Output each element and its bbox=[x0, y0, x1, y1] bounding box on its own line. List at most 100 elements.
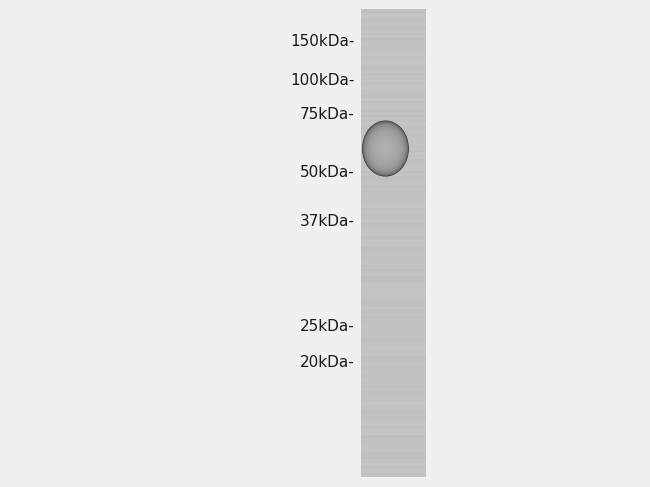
Bar bbox=[361, 322, 426, 325]
Bar bbox=[361, 374, 426, 377]
Bar bbox=[361, 276, 426, 279]
Bar bbox=[361, 75, 426, 77]
Ellipse shape bbox=[363, 121, 408, 176]
Ellipse shape bbox=[362, 120, 409, 176]
Bar bbox=[361, 360, 426, 363]
Text: 20kDa-: 20kDa- bbox=[300, 356, 354, 370]
Bar bbox=[361, 21, 426, 24]
Bar bbox=[361, 316, 426, 318]
Bar bbox=[361, 217, 426, 220]
Ellipse shape bbox=[375, 136, 396, 161]
Ellipse shape bbox=[367, 127, 404, 170]
Bar bbox=[361, 225, 426, 227]
Bar bbox=[361, 430, 426, 433]
Bar bbox=[361, 468, 426, 470]
Bar bbox=[361, 234, 426, 237]
Bar bbox=[361, 199, 426, 202]
Ellipse shape bbox=[369, 130, 402, 168]
Bar bbox=[361, 178, 426, 180]
Bar bbox=[361, 378, 426, 381]
Bar bbox=[361, 423, 426, 426]
Bar bbox=[361, 332, 426, 335]
Ellipse shape bbox=[369, 128, 402, 169]
Ellipse shape bbox=[374, 135, 396, 162]
Bar bbox=[361, 348, 426, 351]
Bar bbox=[361, 308, 426, 311]
Bar bbox=[361, 51, 426, 54]
Bar bbox=[361, 138, 426, 141]
Bar bbox=[361, 313, 426, 316]
Bar bbox=[361, 355, 426, 358]
Bar bbox=[361, 421, 426, 424]
Ellipse shape bbox=[365, 125, 406, 172]
Bar bbox=[361, 393, 426, 395]
Ellipse shape bbox=[378, 140, 393, 157]
Bar bbox=[361, 133, 426, 136]
Bar bbox=[361, 110, 426, 112]
Bar bbox=[361, 208, 426, 211]
Bar bbox=[361, 166, 426, 169]
Ellipse shape bbox=[383, 145, 388, 152]
Text: 150kDa-: 150kDa- bbox=[290, 34, 354, 49]
Bar bbox=[361, 264, 426, 267]
Bar bbox=[361, 362, 426, 365]
Bar bbox=[361, 185, 426, 187]
Bar bbox=[361, 257, 426, 260]
Bar bbox=[361, 112, 426, 115]
Text: 100kDa-: 100kDa- bbox=[290, 73, 354, 88]
Ellipse shape bbox=[365, 123, 406, 174]
Bar bbox=[361, 252, 426, 255]
Ellipse shape bbox=[382, 145, 389, 152]
Ellipse shape bbox=[370, 130, 401, 167]
Bar bbox=[361, 250, 426, 253]
Bar bbox=[361, 194, 426, 197]
Bar bbox=[361, 337, 426, 339]
Bar bbox=[361, 65, 426, 68]
Bar bbox=[361, 30, 426, 33]
Bar bbox=[361, 147, 426, 150]
Ellipse shape bbox=[368, 128, 403, 169]
Bar bbox=[361, 301, 426, 304]
Bar bbox=[361, 346, 426, 349]
Bar bbox=[361, 395, 426, 398]
Bar bbox=[361, 44, 426, 47]
Ellipse shape bbox=[376, 137, 395, 160]
Ellipse shape bbox=[379, 141, 392, 156]
Ellipse shape bbox=[375, 136, 396, 161]
Bar bbox=[361, 412, 426, 414]
Bar bbox=[361, 327, 426, 330]
Bar bbox=[361, 458, 426, 461]
Bar bbox=[361, 367, 426, 370]
Bar bbox=[361, 376, 426, 379]
Bar bbox=[361, 439, 426, 442]
Ellipse shape bbox=[369, 129, 402, 169]
Bar bbox=[361, 96, 426, 98]
Bar bbox=[361, 413, 426, 416]
Bar bbox=[361, 369, 426, 372]
Ellipse shape bbox=[363, 122, 408, 175]
Bar bbox=[361, 170, 426, 173]
Bar bbox=[361, 105, 426, 108]
Bar bbox=[361, 451, 426, 454]
Bar bbox=[361, 201, 426, 204]
Ellipse shape bbox=[380, 143, 391, 154]
Bar bbox=[361, 343, 426, 346]
Bar bbox=[361, 287, 426, 290]
Ellipse shape bbox=[377, 138, 394, 159]
Bar bbox=[361, 416, 426, 419]
Bar bbox=[361, 187, 426, 190]
Bar bbox=[361, 304, 426, 307]
Bar bbox=[361, 447, 426, 449]
Bar bbox=[361, 191, 426, 194]
Bar bbox=[361, 61, 426, 63]
Text: 37kDa-: 37kDa- bbox=[300, 214, 354, 229]
Bar bbox=[361, 206, 426, 208]
Bar bbox=[361, 84, 426, 87]
Bar bbox=[361, 91, 426, 94]
Bar bbox=[361, 70, 426, 73]
Ellipse shape bbox=[364, 123, 407, 174]
Ellipse shape bbox=[380, 142, 391, 155]
Bar bbox=[361, 463, 426, 466]
Bar bbox=[361, 94, 426, 96]
Bar bbox=[361, 383, 426, 386]
